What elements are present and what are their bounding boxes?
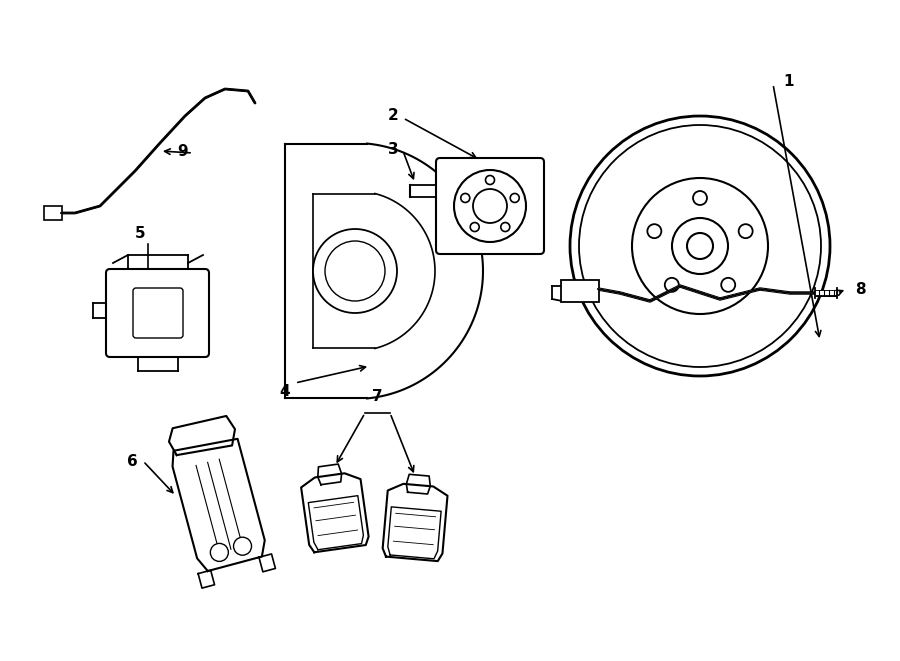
Text: 6: 6 [127,453,138,469]
Circle shape [687,233,713,259]
Circle shape [313,229,397,313]
Circle shape [570,116,830,376]
Circle shape [739,224,752,238]
Text: 2: 2 [388,108,399,124]
Circle shape [461,194,470,202]
FancyBboxPatch shape [436,158,544,254]
Circle shape [211,543,229,561]
Text: 5: 5 [135,225,145,241]
Text: 7: 7 [372,389,382,404]
Circle shape [500,223,509,231]
FancyBboxPatch shape [44,206,62,220]
Circle shape [470,223,479,231]
FancyBboxPatch shape [561,280,599,302]
Circle shape [454,170,526,242]
FancyBboxPatch shape [133,288,183,338]
Text: 4: 4 [280,383,291,399]
Text: 8: 8 [855,282,866,297]
Circle shape [647,224,662,238]
Circle shape [665,278,679,292]
Circle shape [233,537,251,555]
Circle shape [510,194,519,202]
Circle shape [485,176,494,184]
Text: 3: 3 [388,143,399,157]
Text: 9: 9 [177,143,188,159]
Text: 1: 1 [783,73,794,89]
FancyBboxPatch shape [106,269,209,357]
Circle shape [693,191,707,205]
Circle shape [721,278,735,292]
